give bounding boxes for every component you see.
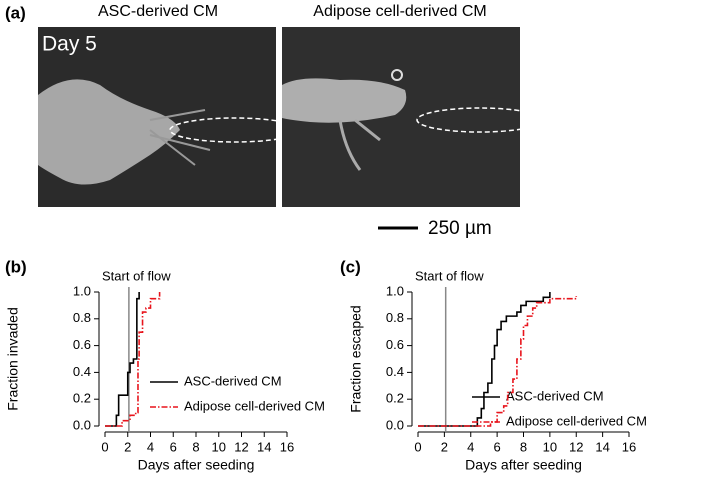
x-tick-label: 6: [170, 439, 177, 454]
legend-label: Adipose cell-derived CM: [506, 413, 647, 428]
x-tick-label: 8: [192, 439, 199, 454]
step-line: [105, 292, 140, 427]
x-tick-label: 14: [257, 439, 271, 454]
panel-label: (b): [5, 257, 27, 276]
x-tick-label: 0: [101, 439, 108, 454]
annotation: Start of flow: [102, 268, 171, 283]
y-tick-label: 0.0: [73, 417, 91, 432]
y-tick-label: 0.6: [73, 337, 91, 352]
day-label: Day 5: [42, 33, 97, 56]
legend-label: Adipose cell-derived CM: [184, 398, 325, 413]
x-tick-label: 2: [124, 439, 131, 454]
x-tick-label: 14: [595, 439, 609, 454]
x-axis-title: Days after seeding: [465, 457, 582, 473]
legend-label: ASC-derived CM: [506, 388, 604, 403]
step-line: [418, 296, 578, 427]
x-axis-title: Days after seeding: [138, 457, 255, 473]
micrograph-left: [38, 27, 301, 207]
x-tick-label: 8: [520, 439, 527, 454]
y-tick-label: 0.4: [73, 364, 91, 379]
y-tick-label: 0.0: [386, 417, 404, 432]
y-tick-label: 0.6: [386, 337, 404, 352]
scale-bar-label: 250 µm: [428, 218, 492, 239]
x-tick-label: 0: [414, 439, 421, 454]
step-line: [105, 292, 161, 427]
y-axis-title: Fraction invaded: [5, 307, 21, 411]
annotation: Start of flow: [415, 268, 484, 283]
y-tick-label: 0.8: [73, 310, 91, 325]
x-tick-label: 10: [543, 439, 557, 454]
legend-label: ASC-derived CM: [184, 373, 282, 388]
y-axis-title: Fraction escaped: [348, 305, 364, 412]
x-tick-label: 12: [234, 439, 248, 454]
y-tick-label: 0.2: [386, 391, 404, 406]
x-tick-label: 10: [212, 439, 226, 454]
y-tick-label: 1.0: [73, 283, 91, 298]
image-title: Adipose cell-derived CM: [313, 3, 486, 20]
y-tick-label: 0.2: [73, 391, 91, 406]
x-tick-label: 16: [622, 439, 636, 454]
x-tick-label: 4: [467, 439, 474, 454]
micrograph-right: [282, 27, 544, 207]
panel-label: (c): [340, 257, 361, 276]
panel-label: (a): [5, 3, 26, 22]
y-tick-label: 1.0: [386, 283, 404, 298]
x-tick-label: 4: [147, 439, 154, 454]
x-tick-label: 12: [569, 439, 583, 454]
x-tick-label: 2: [441, 439, 448, 454]
y-tick-label: 0.4: [386, 364, 404, 379]
x-tick-label: 6: [494, 439, 501, 454]
x-tick-label: 16: [280, 439, 294, 454]
step-line: [418, 292, 551, 427]
image-title: ASC-derived CM: [98, 3, 218, 20]
y-tick-label: 0.8: [386, 310, 404, 325]
